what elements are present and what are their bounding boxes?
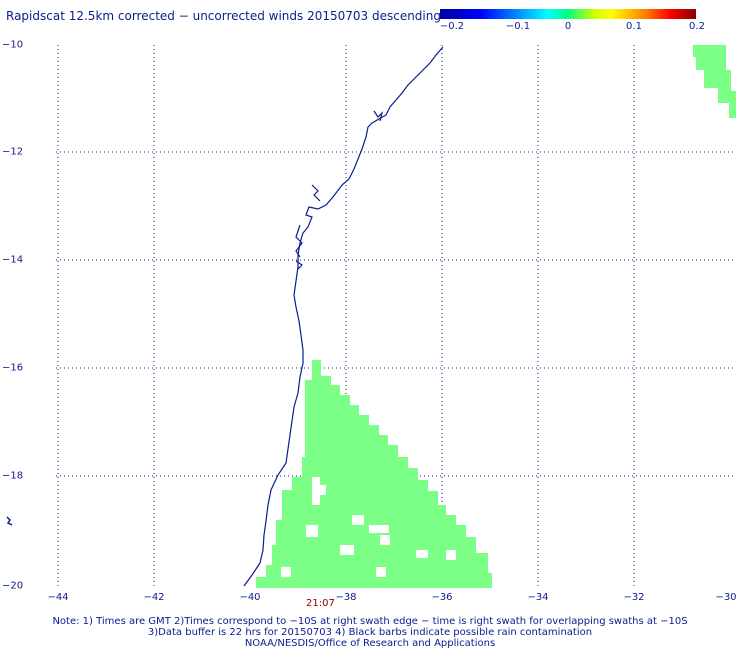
colorbar-tick: 0: [564, 21, 572, 32]
x-label: −40: [239, 592, 261, 603]
swath-time-label: 21:07: [306, 598, 335, 609]
coastline-details: [295, 110, 384, 270]
note-line-1: Note: 1) Times are GMT 2)Times correspon…: [52, 616, 688, 627]
swath-gaps: [281, 477, 456, 577]
x-label: −36: [431, 592, 453, 603]
colorbar-tick: −0.1: [505, 21, 531, 32]
x-label: −32: [623, 592, 645, 603]
coastline: [243, 46, 444, 587]
map-plot: [56, 45, 736, 588]
y-label: −20: [2, 580, 24, 592]
x-label: −44: [47, 592, 69, 603]
x-label: −34: [527, 592, 549, 603]
y-label: −12: [2, 146, 24, 158]
note-line-2: 3)Data buffer is 22 hrs for 20150703 4) …: [147, 627, 593, 638]
y-label: −18: [2, 470, 24, 482]
colorbar-tick: 0.2: [689, 21, 705, 32]
y-label: −14: [2, 254, 24, 266]
x-label: −42: [143, 592, 165, 603]
colorbar-tick: −0.2: [439, 21, 465, 32]
island-icon: [6, 516, 13, 526]
map-title: Rapidscat 12.5km corrected − uncorrected…: [6, 9, 441, 23]
x-label: −30: [715, 592, 737, 603]
colorbar-tick: 0.1: [626, 21, 642, 32]
x-label: −38: [335, 592, 357, 603]
wind-swath: [256, 45, 736, 588]
y-label: −16: [2, 362, 24, 374]
note-line-3: NOAA/NESDIS/Office of Research and Appli…: [244, 638, 496, 649]
colorbar: [440, 9, 696, 19]
y-label: −10: [2, 39, 24, 51]
